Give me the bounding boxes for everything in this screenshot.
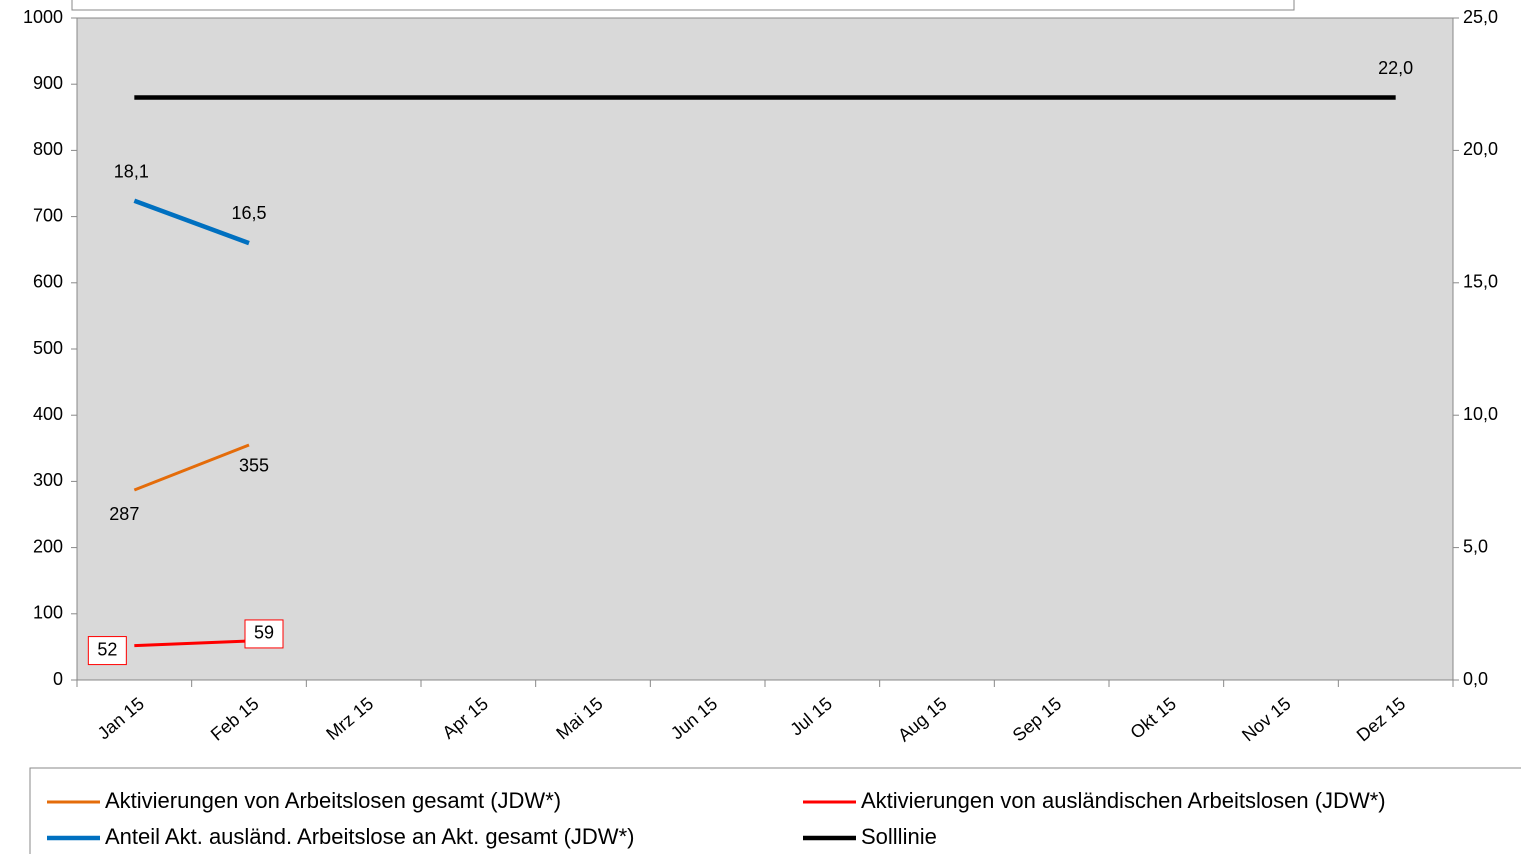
y-tick-label: 500 — [33, 338, 63, 358]
series-line — [133, 198, 250, 246]
x-tick-label: Dez 15 — [1353, 693, 1410, 745]
data-label: 16,5 — [231, 203, 266, 223]
y-tick-label: 700 — [33, 205, 63, 225]
legend-label: Solllinie — [861, 824, 937, 849]
y-tick-label: 900 — [33, 73, 63, 93]
x-tick-label: Jul 15 — [786, 693, 836, 739]
y2-tick-label: 10,0 — [1463, 404, 1498, 424]
x-tick-label: Apr 15 — [438, 693, 491, 742]
x-tick-label: Jan 15 — [94, 693, 148, 743]
y-tick-label: 600 — [33, 272, 63, 292]
legend-label: Anteil Akt. ausländ. Arbeitslose an Akt.… — [105, 824, 634, 849]
legend-label: Aktivierungen von Arbeitslosen gesamt (J… — [105, 788, 561, 813]
data-label: 18,1 — [114, 161, 149, 181]
y-tick-label: 1000 — [23, 7, 63, 27]
x-tick-label: Nov 15 — [1238, 693, 1295, 745]
legend — [29, 767, 1521, 854]
y-tick-label: 200 — [33, 536, 63, 556]
y-tick-label: 400 — [33, 404, 63, 424]
y2-tick-label: 15,0 — [1463, 272, 1498, 292]
x-tick-label: Okt 15 — [1126, 693, 1179, 742]
x-tick-label: Feb 15 — [207, 693, 263, 744]
x-tick-label: Mrz 15 — [322, 693, 377, 744]
y2-tick-label: 25,0 — [1463, 7, 1498, 27]
data-label: 59 — [254, 623, 274, 643]
y-tick-label: 800 — [33, 139, 63, 159]
label-box — [87, 636, 127, 666]
series-line — [134, 639, 250, 648]
y2-tick-label: 5,0 — [1463, 536, 1488, 556]
y-tick-label: 0 — [53, 669, 63, 689]
title-box — [71, 0, 1295, 11]
y-tick-label: 300 — [33, 470, 63, 490]
x-tick-label: Aug 15 — [894, 693, 951, 745]
y2-tick-label: 20,0 — [1463, 139, 1498, 159]
legend-label: Aktivierungen von ausländischen Arbeitsl… — [861, 788, 1386, 813]
plot-area — [76, 17, 1454, 681]
data-label: 355 — [239, 456, 269, 476]
series-line — [133, 443, 250, 492]
x-tick-label: Jun 15 — [667, 693, 721, 743]
y2-tick-label: 0,0 — [1463, 669, 1488, 689]
y-tick-label: 100 — [33, 603, 63, 623]
x-tick-label: Sep 15 — [1009, 693, 1066, 745]
data-label: 52 — [97, 639, 117, 659]
x-tick-label: Mai 15 — [552, 693, 606, 743]
label-box — [244, 619, 284, 649]
data-label: 287 — [109, 504, 139, 524]
data-label: 22,0 — [1378, 58, 1413, 78]
